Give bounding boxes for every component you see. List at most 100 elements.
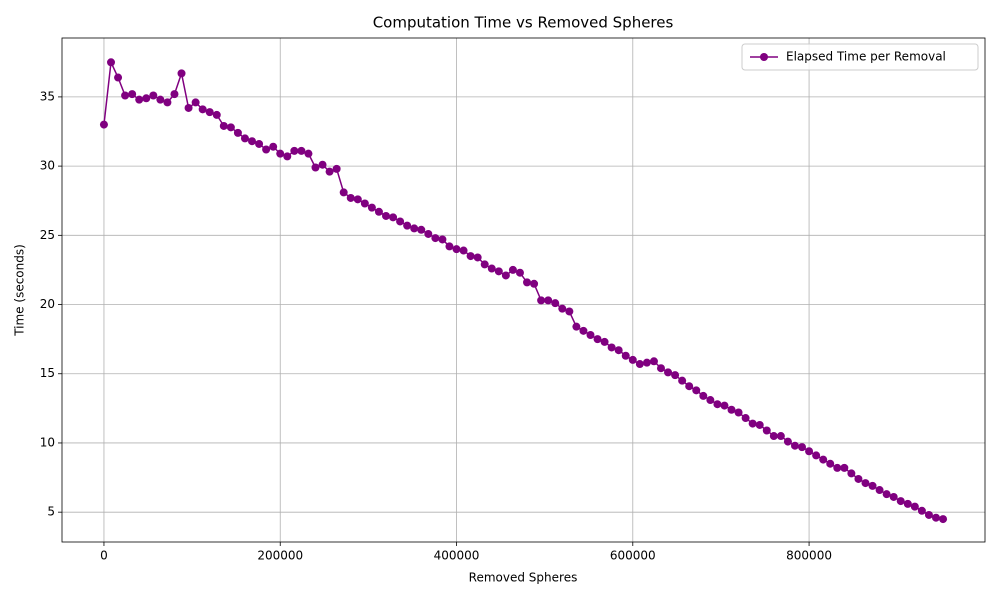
data-point — [671, 371, 680, 380]
data-point — [255, 139, 264, 148]
data-point — [339, 188, 348, 197]
data-point — [924, 510, 933, 519]
data-point — [191, 98, 200, 107]
data-point — [304, 149, 313, 158]
data-point — [882, 490, 891, 499]
y-tick-label: 20 — [40, 297, 55, 311]
x-tick-label: 800000 — [786, 549, 832, 563]
data-point — [374, 207, 383, 216]
data-point — [572, 322, 581, 331]
legend-label: Elapsed Time per Removal — [786, 50, 946, 64]
data-point — [269, 142, 278, 151]
data-point — [360, 199, 369, 208]
data-point — [621, 351, 630, 360]
data-point — [233, 128, 242, 137]
x-tick-label: 400000 — [434, 549, 480, 563]
data-point — [226, 123, 235, 132]
data-point — [734, 408, 743, 417]
data-point — [762, 426, 771, 435]
data-point — [819, 455, 828, 464]
data-point — [579, 326, 588, 335]
data-point — [445, 242, 454, 251]
data-point — [664, 368, 673, 377]
data-point — [198, 105, 207, 114]
data-point — [720, 401, 729, 410]
data-point — [593, 335, 602, 344]
data-point — [755, 420, 764, 429]
data-point — [438, 235, 447, 244]
data-point — [240, 134, 249, 143]
data-point — [523, 278, 532, 287]
data-point — [748, 419, 757, 428]
data-point — [783, 437, 792, 446]
y-tick-label: 5 — [47, 505, 55, 519]
data-point — [917, 506, 926, 515]
x-tick-label: 200000 — [257, 549, 303, 563]
data-point — [99, 120, 108, 129]
y-tick-label: 10 — [40, 435, 55, 449]
data-point — [403, 221, 412, 230]
data-point — [607, 343, 616, 352]
data-point — [776, 432, 785, 441]
data-point — [311, 163, 320, 172]
data-point — [382, 211, 391, 220]
data-point — [798, 443, 807, 452]
data-point — [494, 267, 503, 276]
data-point — [318, 160, 327, 169]
data-point — [551, 299, 560, 308]
data-point — [600, 337, 609, 346]
y-tick-label: 25 — [40, 228, 55, 242]
data-point — [861, 479, 870, 488]
data-point — [480, 260, 489, 269]
data-point — [177, 69, 186, 78]
plot-frame — [61, 37, 986, 543]
data-point — [276, 149, 285, 158]
data-point — [790, 441, 799, 450]
data-point — [515, 268, 524, 277]
data-point — [706, 396, 715, 405]
data-point — [487, 264, 496, 273]
data-point — [219, 121, 228, 130]
data-point — [537, 296, 546, 305]
data-point — [452, 245, 461, 254]
data-point — [939, 515, 948, 524]
data-point — [530, 279, 539, 288]
y-tick-label: 30 — [40, 159, 55, 173]
data-point — [156, 95, 165, 104]
y-tick-label: 15 — [40, 366, 55, 380]
data-point — [565, 307, 574, 316]
data-point — [332, 164, 341, 173]
data-point — [678, 376, 687, 385]
data-point — [656, 364, 665, 373]
data-point — [128, 90, 137, 99]
data-point — [508, 265, 517, 274]
data-point — [628, 355, 637, 364]
data-point — [931, 513, 940, 522]
data-point — [642, 358, 651, 367]
data-point — [635, 360, 644, 369]
data-point — [346, 193, 355, 202]
data-point — [297, 146, 306, 155]
data-point — [840, 463, 849, 472]
data-point — [353, 195, 362, 204]
data-point — [501, 271, 510, 280]
data-point — [149, 91, 158, 100]
data-point — [459, 246, 468, 255]
data-point — [290, 146, 299, 155]
data-point — [163, 98, 172, 107]
data-point — [417, 225, 426, 234]
data-point — [889, 492, 898, 501]
chart-title: Computation Time vs Removed Spheres — [373, 14, 674, 32]
x-tick-label: 600000 — [610, 549, 656, 563]
data-point — [184, 103, 193, 112]
data-point — [107, 58, 116, 67]
data-point — [396, 217, 405, 226]
data-point — [466, 252, 475, 261]
data-point — [812, 451, 821, 460]
data-point — [649, 357, 658, 366]
data-point — [910, 502, 919, 511]
data-point — [586, 330, 595, 339]
data-point — [142, 94, 151, 103]
